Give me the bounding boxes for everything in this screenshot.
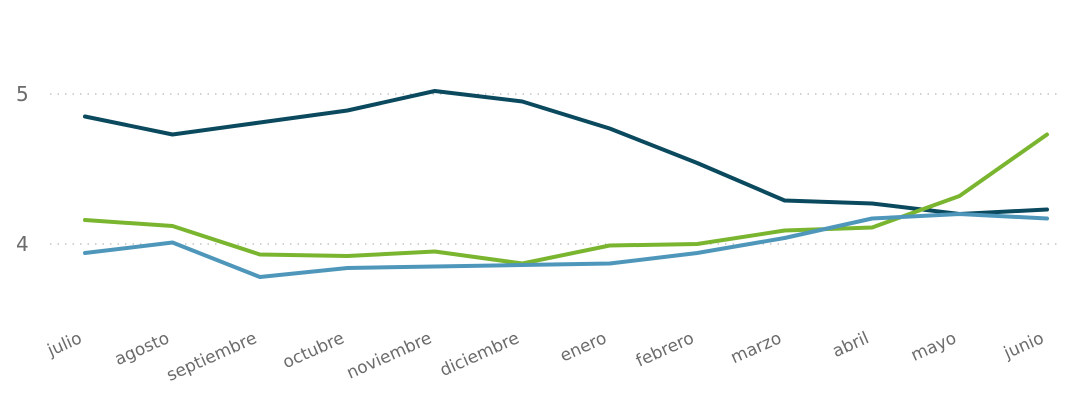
x-tick-label: septiembre	[164, 328, 260, 385]
y-tick-label: 5	[16, 82, 29, 106]
series-line-3	[83, 212, 1049, 279]
x-tick-label: noviembre	[344, 328, 435, 383]
x-tick-label: julio	[44, 328, 85, 361]
x-tick-label: agosto	[112, 328, 173, 370]
y-tick-label: 4	[16, 232, 29, 256]
x-tick-label: diciembre	[437, 328, 522, 381]
x-tick-label: junio	[1000, 328, 1047, 364]
x-tick-label: febrero	[633, 328, 697, 371]
x-tick-label: mayo	[908, 328, 959, 366]
x-tick-label: enero	[557, 328, 610, 366]
series-lines	[83, 89, 1049, 279]
gridlines	[50, 93, 1060, 245]
series-line-2	[83, 132, 1049, 266]
series-line-1	[83, 89, 1049, 216]
y-axis-ticks: 45	[16, 82, 29, 256]
x-tick-label: octubre	[280, 328, 348, 373]
x-tick-label: marzo	[728, 328, 785, 368]
x-tick-label: abril	[830, 328, 873, 362]
